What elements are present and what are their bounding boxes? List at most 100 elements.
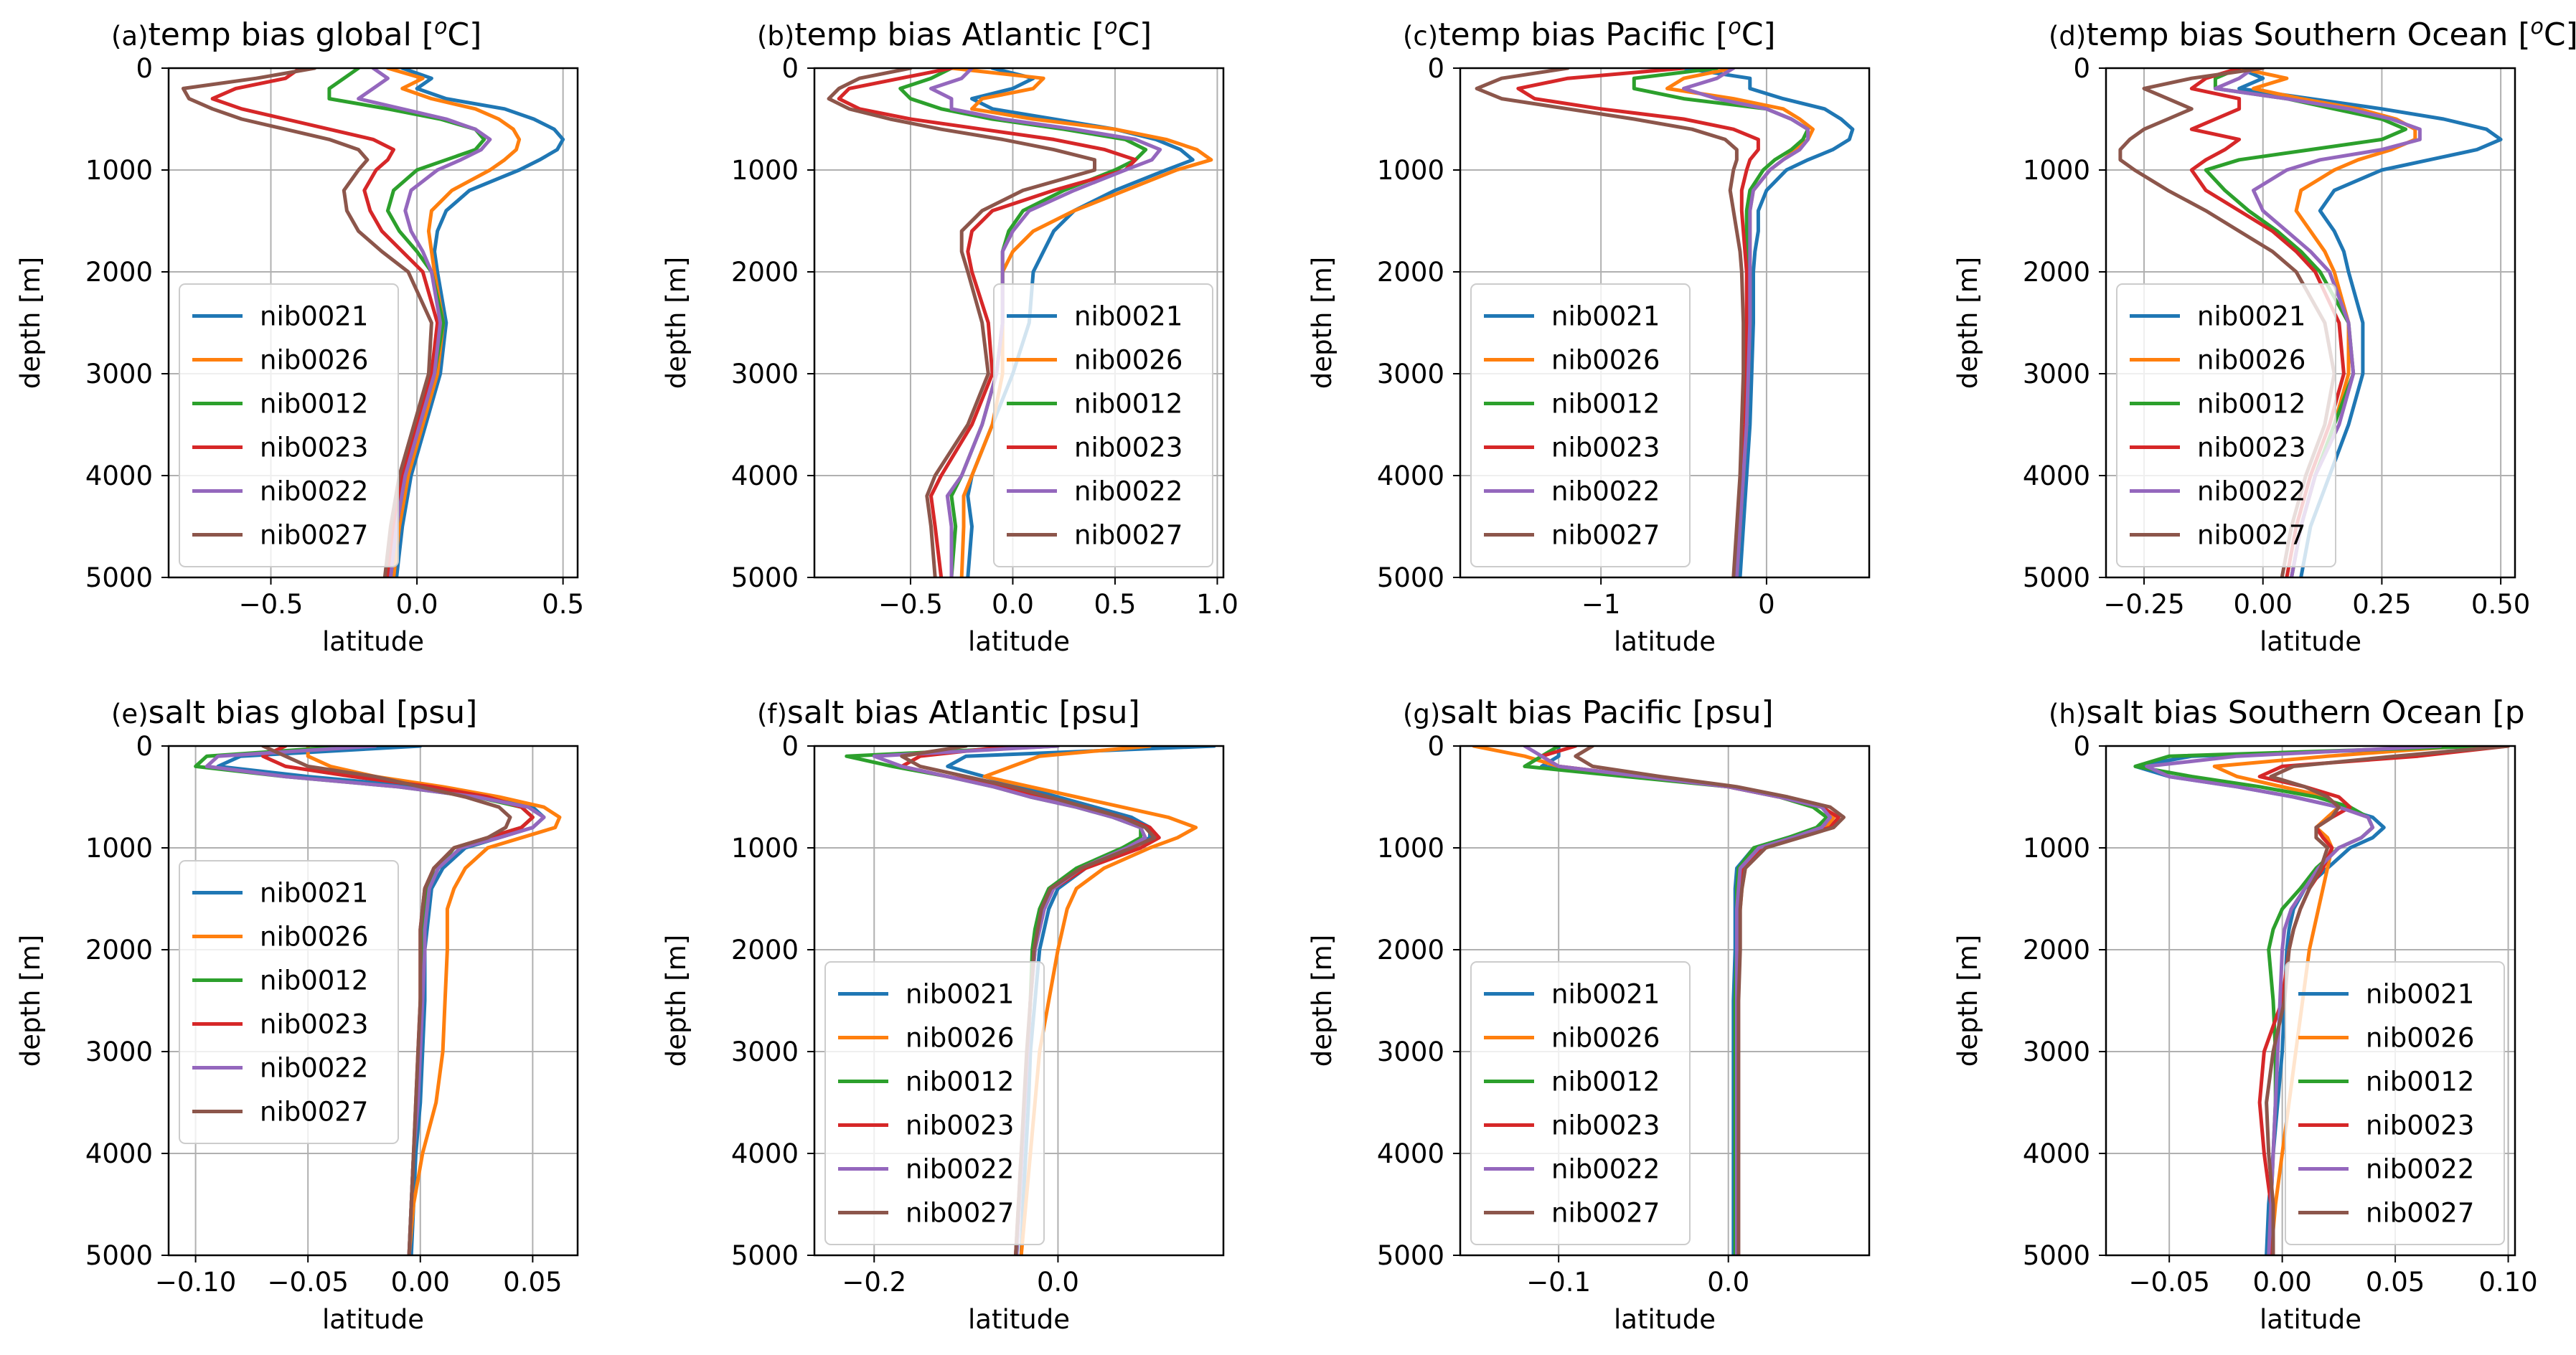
legend-label: nib0027 [1074, 520, 1183, 551]
legend-label: nib0021 [1551, 301, 1660, 332]
legend-label: nib0022 [1551, 1154, 1660, 1185]
x-tick-label: 0.5 [542, 589, 584, 620]
legend-label: nib0026 [906, 1023, 1014, 1054]
series-group [181, 68, 565, 577]
plot-frame [2105, 745, 2516, 1257]
x-tick-label: 0.00 [2234, 589, 2293, 620]
legend-label: nib0021 [2197, 301, 2305, 332]
x-axis-label: latitude [322, 1304, 424, 1335]
x-tick-label: 0.25 [2352, 589, 2411, 620]
x-tick-label: 0.10 [2478, 1267, 2537, 1298]
y-tick-label: 3000 [85, 359, 153, 389]
legend-box [2285, 961, 2505, 1245]
x-axis-label: latitude [2260, 1304, 2361, 1335]
y-tick-label: 4000 [1377, 1138, 1444, 1169]
panel-title: (f)salt bias Atlantic [psu] [757, 694, 1140, 731]
y-tick-label: 0 [2073, 731, 2090, 762]
plot-frame [2105, 67, 2516, 579]
legend-label: nib0021 [906, 979, 1014, 1010]
plot-frame [813, 67, 1225, 579]
y-tick-label: 5000 [731, 562, 799, 593]
y-tick-label: 2000 [731, 257, 799, 288]
panel-e: −0.10 −0.05 0.00 0.05 0 1000 2000 3000 4000 5000 l… [15, 694, 579, 1335]
panel-title-sup: o [1104, 14, 1117, 39]
legend-label: nib0027 [906, 1198, 1014, 1229]
y-tick-label: 5000 [1377, 562, 1444, 593]
y-tick-label: 5000 [2023, 1240, 2090, 1271]
y-tick-label: 2000 [731, 935, 799, 966]
legend-label: nib0022 [2366, 1154, 2474, 1185]
legend-label: nib0021 [260, 301, 368, 332]
series-line-nib0027 [1574, 746, 1846, 1255]
series-line-nib0023 [2189, 68, 2346, 577]
y-tick-label: 5000 [85, 1240, 153, 1271]
panel-f: −0.2 0.0 0 1000 2000 3000 4000 5000 latitude dept… [661, 694, 1225, 1335]
legend-label: nib0023 [1551, 1110, 1660, 1141]
plot-frame [1459, 745, 1871, 1257]
legend-box [1470, 961, 1691, 1245]
legend-label: nib0026 [2366, 1023, 2474, 1054]
y-tick-label: 0 [2073, 53, 2090, 84]
y-axis-label: depth [m] [15, 257, 46, 389]
legend-label: nib0023 [2197, 433, 2305, 463]
x-tick-label: 0.00 [391, 1267, 450, 1298]
y-axis-label: depth [m] [661, 257, 692, 389]
panel-title-sup: o [2531, 14, 2544, 39]
panel-title-text: temp bias Southern Ocean [ [2086, 16, 2530, 53]
y-tick-label: 1000 [85, 155, 153, 186]
panel-title-tail: C] [1741, 16, 1776, 53]
panel-h: −0.05 0.00 0.05 0.10 0 1000 2000 3000 4000 5000 la… [1952, 694, 2538, 1335]
panel-title-text: temp bias Pacific [ [1438, 16, 1728, 53]
series-line-nib0022 [2145, 746, 2443, 1255]
panel-title: (a)temp bias global [oC] [111, 14, 481, 53]
panel-letter: (a) [111, 21, 149, 52]
y-tick-label: 1000 [2023, 155, 2090, 186]
x-tick-label: −0.05 [2128, 1267, 2209, 1298]
y-tick-label: 3000 [1377, 1037, 1444, 1067]
legend-label: nib0012 [1551, 1067, 1660, 1097]
x-axis-label: latitude [2260, 626, 2361, 657]
legend-label: nib0026 [260, 922, 368, 953]
panel-title-tail: C] [447, 16, 481, 53]
legend-label: nib0012 [906, 1067, 1014, 1097]
legend-label: nib0027 [2197, 520, 2305, 551]
series-line-nib0027 [181, 68, 433, 577]
series-line-nib0023 [837, 68, 1137, 577]
legend-label: nib0021 [1074, 301, 1183, 332]
x-tick-label: 0.05 [2366, 1267, 2425, 1298]
panel-g: −0.1 0.0 0 1000 2000 3000 4000 5000 latitude dept… [1307, 694, 1871, 1335]
x-tick-label: 0.0 [1707, 1267, 1749, 1298]
y-tick-label: 3000 [731, 359, 799, 389]
legend-label: nib0022 [260, 476, 368, 507]
legend-label: nib0023 [1551, 433, 1660, 463]
series-line-nib0021 [2237, 68, 2503, 577]
legend-label: nib0021 [260, 878, 368, 909]
panel-letter: (b) [757, 21, 794, 52]
legend-box [993, 283, 1213, 567]
legend-label: nib0021 [1551, 979, 1660, 1010]
y-tick-label: 1000 [85, 833, 153, 864]
y-tick-label: 1000 [2023, 833, 2090, 864]
legend-label: nib0026 [2197, 345, 2305, 376]
panel-letter: (d) [2049, 21, 2086, 52]
legend-label: nib0026 [1551, 1023, 1660, 1054]
series-line-nib0026 [2237, 68, 2417, 577]
legend-label: nib0027 [260, 520, 368, 551]
y-tick-label: 2000 [2023, 257, 2090, 288]
series-line-nib0021 [216, 746, 546, 1255]
plot-frame [167, 745, 579, 1257]
legend-box [824, 961, 1045, 1245]
y-tick-label: 0 [136, 731, 153, 762]
legend-label: nib0012 [2366, 1067, 2474, 1097]
legend-label: nib0027 [2366, 1198, 2474, 1229]
series-line-nib0026 [306, 746, 562, 1255]
legend-label: nib0021 [2366, 979, 2474, 1010]
panel-title: (e)salt bias global [psu] [111, 694, 477, 731]
x-tick-label: −0.10 [155, 1267, 236, 1298]
y-tick-label: 2000 [85, 935, 153, 966]
series-line-nib0022 [357, 68, 492, 577]
panel-title: (g)salt bias Pacific [psu] [1403, 694, 1774, 731]
x-tick-label: −0.05 [267, 1267, 348, 1298]
panel-title-tail: C] [1117, 16, 1152, 53]
legend-label: nib0012 [260, 966, 368, 996]
